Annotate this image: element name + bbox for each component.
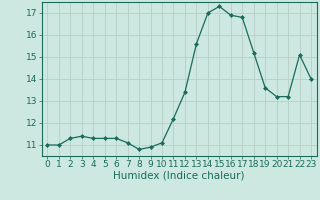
X-axis label: Humidex (Indice chaleur): Humidex (Indice chaleur): [114, 171, 245, 181]
